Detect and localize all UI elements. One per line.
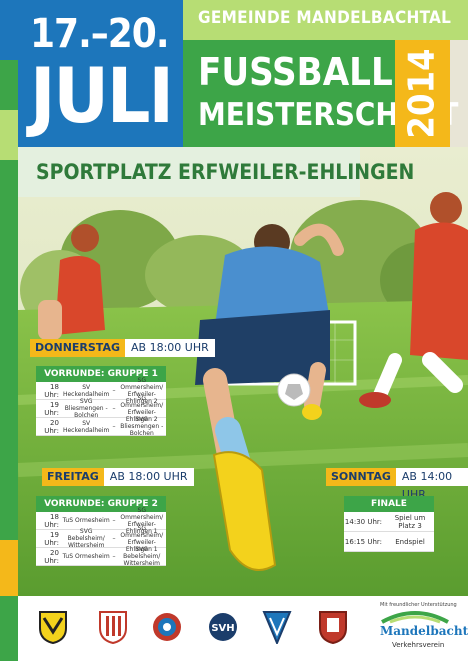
match-time: 18 Uhr: — [44, 512, 59, 529]
thursday-label: DONNERSTAG AB 18:00 UHR — [30, 339, 215, 357]
dates-block — [18, 0, 183, 147]
thursday-time: AB 18:00 UHR — [125, 339, 215, 357]
match-away: SVG Bebelsheim/ Wittersheim — [123, 546, 161, 567]
club-crest-3-icon — [153, 613, 181, 641]
sponsor-leaf-icon — [381, 611, 449, 624]
match-time: 20 Uhr: — [44, 548, 59, 565]
municipality-bar — [183, 0, 468, 40]
match-home: TuS Ormesheim — [62, 517, 110, 524]
club-crest-2-icon — [99, 611, 127, 644]
friday-schedule: VORRUNDE: GRUPPE 2 18 Uhr: TuS Ormesheim… — [36, 496, 166, 567]
left-color-strip — [0, 0, 18, 661]
match-time: 16:15 Uhr: — [344, 537, 382, 546]
table-row: 19 Uhr: SVG Bliesmengen - Bolchen – SG O… — [36, 395, 166, 423]
svg-text:SVH: SVH — [211, 623, 234, 634]
sunday-group: FINALE — [344, 496, 434, 512]
left-color-strip-yellow — [0, 540, 18, 596]
match-dash: – — [112, 423, 116, 430]
table-row: 20 Uhr: SV Heckendalheim – SVG Bliesmeng… — [36, 416, 166, 437]
table-row: 18 Uhr: SV Heckendalheim – SG Ommersheim… — [36, 377, 166, 405]
club-crest-svh-icon: SVH — [209, 613, 237, 641]
match-dash: – — [112, 387, 116, 394]
title-line-1: FUSSBALL — [198, 50, 393, 94]
club-crest-1-icon — [39, 611, 67, 644]
thursday-day: DONNERSTAG — [30, 339, 125, 357]
match-away: SG Ommersheim/ Erfweiler-Ehlingen 1 — [120, 524, 164, 553]
match-dash: – — [112, 405, 116, 412]
sunday-label: SONNTAG AB 14:00 UHR — [326, 468, 468, 501]
match-home: SVG Bebelsheim/ Wittersheim — [67, 528, 105, 549]
venue-bar — [18, 147, 360, 197]
sunday-day: SONNTAG — [326, 468, 396, 486]
sunday-schedule: FINALE 14:30 Uhr: Spiel um Platz 3 16:15… — [344, 496, 434, 552]
match-time: 19 Uhr: — [44, 400, 59, 417]
match-time: 18 Uhr: — [44, 382, 59, 399]
thursday-group: VORRUNDE: GRUPPE 1 — [36, 366, 166, 382]
logo-bar — [18, 596, 468, 661]
year-text: 2014 — [402, 48, 444, 139]
municipality: GEMEINDE MANDELBACHTAL — [198, 8, 452, 28]
table-row: 18 Uhr: TuS Ormesheim – SG Ommersheim/ E… — [36, 507, 166, 535]
match-time: 20 Uhr: — [44, 418, 59, 435]
year: 2014 — [395, 40, 450, 147]
match-away: SG Ommersheim/ Erfweiler-Ehlingen 1 — [120, 506, 164, 535]
thursday-schedule: VORRUNDE: GRUPPE 1 18 Uhr: SV Heckendalh… — [36, 366, 166, 437]
sponsor-tagline: Mit freundlicher Unterstützung — [380, 602, 457, 608]
match-dash: – — [112, 517, 116, 524]
match-game: Endspiel — [395, 537, 425, 546]
sponsor-sub: Verkehrsverein — [392, 641, 445, 649]
table-row: 14:30 Uhr: Spiel um Platz 3 — [344, 512, 434, 532]
venue: SPORTPLATZ ERFWEILER-EHLINGEN — [36, 160, 415, 184]
left-color-strip-blue — [0, 0, 18, 60]
friday-time: AB 18:00 UHR — [103, 468, 194, 486]
year-block — [395, 40, 450, 147]
month: JULI — [30, 51, 174, 140]
match-game: Spiel um Platz 3 — [394, 513, 426, 530]
club-crest-5-icon — [262, 611, 292, 644]
friday-label: FREITAG AB 18:00 UHR — [42, 468, 194, 486]
match-home: SV Heckendalheim — [62, 383, 110, 398]
sponsor-name: Mandelbachtal — [380, 624, 468, 638]
match-away: SG Ommersheim/ Erfweiler-Ehlingen 2 — [120, 376, 164, 405]
match-home: SVG Bliesmengen - Bolchen — [64, 398, 108, 419]
table-row: 19 Uhr: SVG Bebelsheim/ Wittersheim – SG… — [36, 525, 166, 553]
table-row: 20 Uhr: TuS Ormesheim – SVG Bebelsheim/ … — [36, 546, 166, 567]
match-home: TuS Ormesheim — [62, 553, 110, 560]
sunday-time: AB 14:00 UHR — [395, 468, 468, 501]
match-time: 14:30 Uhr: — [344, 517, 382, 526]
match-home: SV Heckendalheim — [62, 419, 110, 434]
club-crest-6-icon — [319, 611, 347, 644]
match-away: SG Ommersheim/ Erfweiler-Ehlingen 2 — [120, 394, 164, 423]
date-range: 17.–20. — [30, 11, 169, 57]
title-block — [183, 40, 395, 147]
match-time: 19 Uhr: — [44, 530, 59, 547]
match-dash: – — [112, 553, 116, 560]
match-away: SVG Bliesmengen - Bolchen — [120, 416, 164, 437]
friday-group: VORRUNDE: GRUPPE 2 — [36, 496, 166, 512]
table-row: 16:15 Uhr: Endspiel — [344, 532, 434, 552]
match-dash: – — [112, 535, 116, 542]
friday-day: FREITAG — [42, 468, 104, 486]
left-color-strip-light — [0, 110, 18, 160]
